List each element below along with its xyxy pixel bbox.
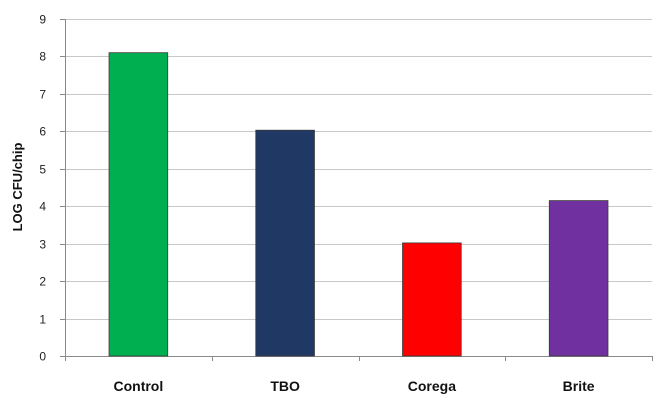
y-tick-label: 6 — [39, 125, 46, 139]
x-category-labels: Control TBO Corega Brite — [113, 378, 594, 394]
y-tick-label: 1 — [39, 313, 46, 327]
bar-control — [108, 52, 169, 357]
x-category-label: Corega — [408, 378, 456, 394]
axes — [60, 19, 653, 361]
y-tick-label: 8 — [39, 50, 46, 64]
x-category-label: Brite — [563, 378, 595, 394]
x-category-label: TBO — [270, 378, 300, 394]
bar-corega — [402, 242, 462, 357]
y-tick-label: 5 — [39, 163, 46, 177]
y-tick-label: 4 — [39, 200, 46, 214]
y-tick-label: 7 — [39, 88, 46, 102]
bars — [108, 52, 609, 357]
y-tick-label: 9 — [39, 13, 46, 27]
y-tick-label: 3 — [39, 238, 46, 252]
bar-tbo — [255, 129, 315, 357]
bar-brite — [548, 200, 609, 357]
x-category-label: Control — [113, 378, 163, 394]
y-tick-labels: 0 1 2 3 4 5 6 7 8 9 — [39, 13, 46, 364]
y-tick-label: 0 — [39, 350, 46, 364]
y-tick-label: 2 — [39, 275, 46, 289]
y-axis-title: LOG CFU/chip — [10, 143, 25, 232]
